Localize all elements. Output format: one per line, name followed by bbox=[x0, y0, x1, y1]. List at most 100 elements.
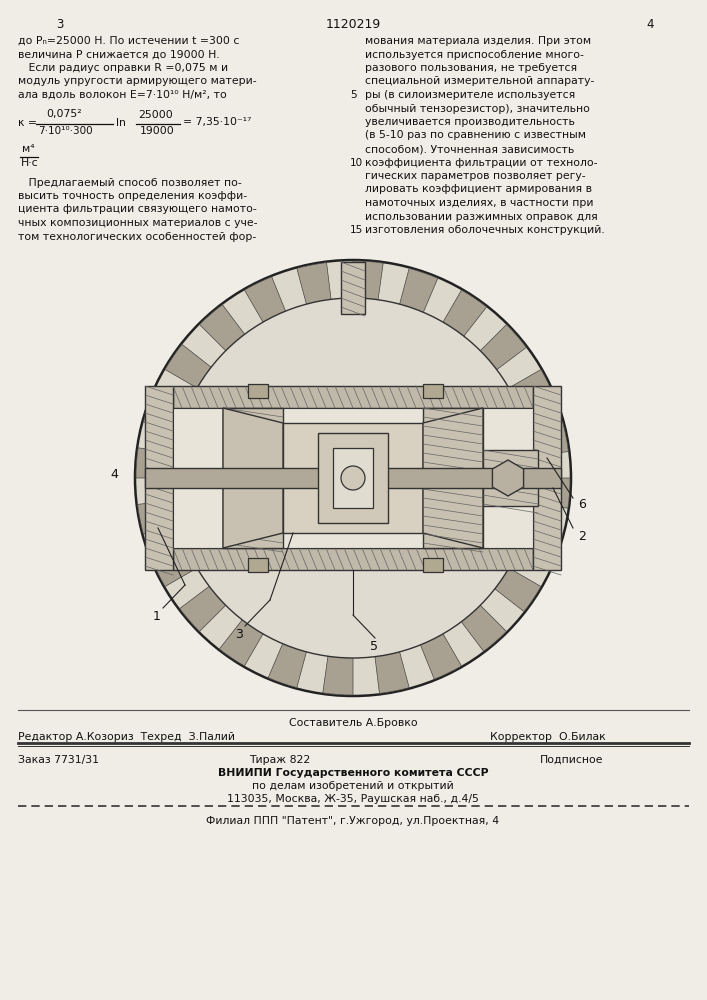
Text: высить точность определения коэффи-: высить точность определения коэффи- bbox=[18, 191, 247, 201]
Wedge shape bbox=[530, 478, 570, 508]
Polygon shape bbox=[423, 408, 483, 548]
Bar bbox=[333, 448, 373, 508]
Bar bbox=[173, 386, 533, 408]
Text: 2: 2 bbox=[578, 530, 586, 543]
Bar bbox=[248, 384, 268, 398]
Text: ln: ln bbox=[116, 117, 126, 127]
Text: том технологических особенностей фор-: том технологических особенностей фор- bbox=[18, 232, 256, 241]
Wedge shape bbox=[152, 545, 198, 586]
Bar bbox=[173, 548, 533, 570]
Wedge shape bbox=[494, 568, 541, 612]
Circle shape bbox=[341, 466, 365, 490]
Wedge shape bbox=[375, 651, 409, 693]
Wedge shape bbox=[518, 524, 563, 563]
Wedge shape bbox=[297, 263, 331, 305]
Text: по делам изобретений и открытий: по делам изобретений и открытий bbox=[252, 781, 454, 791]
Text: намоточных изделиях, в частности при: намоточных изделиях, в частности при bbox=[365, 198, 593, 208]
Wedge shape bbox=[353, 261, 383, 301]
Bar bbox=[483, 450, 538, 506]
Text: 3: 3 bbox=[57, 18, 64, 31]
Text: 4: 4 bbox=[110, 468, 118, 481]
Wedge shape bbox=[508, 369, 554, 411]
Text: 7·10¹⁰·300: 7·10¹⁰·300 bbox=[38, 125, 93, 135]
Text: 6: 6 bbox=[578, 498, 586, 511]
Polygon shape bbox=[223, 408, 283, 548]
Text: гических параметров позволяет регу-: гических параметров позволяет регу- bbox=[365, 171, 585, 181]
Wedge shape bbox=[323, 655, 353, 695]
Text: Предлагаемый способ позволяет по-: Предлагаемый способ позволяет по- bbox=[18, 178, 242, 188]
Wedge shape bbox=[526, 422, 568, 456]
Wedge shape bbox=[165, 344, 212, 388]
Wedge shape bbox=[268, 643, 307, 688]
Text: (в 5-10 раз по сравнению с известным: (в 5-10 раз по сравнению с известным bbox=[365, 130, 586, 140]
Bar bbox=[318, 433, 388, 523]
Text: мования материала изделия. При этом: мования материала изделия. При этом bbox=[365, 36, 591, 46]
Text: модуль упругости армирующего матери-: модуль упругости армирующего матери- bbox=[18, 77, 257, 87]
Text: коэффициента фильтрации от техноло-: коэффициента фильтрации от техноло- bbox=[365, 157, 597, 167]
Bar bbox=[341, 262, 365, 314]
Text: Если радиус оправки R =0,075 м и: Если радиус оправки R =0,075 м и bbox=[18, 63, 228, 73]
Text: до Pₙ=25000 Н. По истечении t =300 с: до Pₙ=25000 Н. По истечении t =300 с bbox=[18, 36, 240, 46]
Text: чных композиционных материалов с уче-: чных композиционных материалов с уче- bbox=[18, 218, 257, 228]
Wedge shape bbox=[245, 277, 286, 323]
Text: 1: 1 bbox=[153, 610, 161, 623]
Text: ры (в силоизмерителе используется: ры (в силоизмерителе используется bbox=[365, 90, 575, 100]
Bar bbox=[145, 386, 173, 570]
Text: увеличивается производительность: увеличивается производительность bbox=[365, 117, 575, 127]
Text: специальной измерительной аппарату-: специальной измерительной аппарату- bbox=[365, 77, 595, 87]
Bar bbox=[283, 423, 423, 533]
Wedge shape bbox=[138, 500, 180, 534]
Wedge shape bbox=[199, 305, 245, 351]
Text: Заказ 7731/31: Заказ 7731/31 bbox=[18, 755, 99, 765]
Wedge shape bbox=[399, 268, 438, 313]
Circle shape bbox=[135, 260, 571, 696]
Text: = 7,35·10⁻¹⁷: = 7,35·10⁻¹⁷ bbox=[183, 117, 252, 127]
Wedge shape bbox=[136, 448, 176, 478]
Wedge shape bbox=[420, 633, 462, 679]
Text: циента фильтрации связующего намото-: циента фильтрации связующего намото- bbox=[18, 205, 257, 215]
Text: Редактор А.Козориз  Техред  З.Палий: Редактор А.Козориз Техред З.Палий bbox=[18, 732, 235, 742]
Wedge shape bbox=[219, 619, 264, 666]
Bar bbox=[145, 468, 561, 488]
Text: 0,075²: 0,075² bbox=[46, 109, 81, 119]
Wedge shape bbox=[479, 325, 526, 370]
Text: 10: 10 bbox=[350, 157, 363, 167]
Text: κ =: κ = bbox=[18, 117, 37, 127]
Text: Составитель А.Бровко: Составитель А.Бровко bbox=[288, 718, 417, 728]
Bar bbox=[248, 558, 268, 572]
Wedge shape bbox=[144, 393, 188, 432]
Text: обычный тензорезистор), значительно: обычный тензорезистор), значительно bbox=[365, 104, 590, 113]
Text: Филиал ППП "Патент", г.Ужгород, ул.Проектная, 4: Филиал ППП "Патент", г.Ужгород, ул.Проек… bbox=[206, 816, 500, 826]
Text: 3: 3 bbox=[235, 628, 243, 641]
Bar bbox=[533, 386, 561, 570]
Text: 5: 5 bbox=[350, 90, 356, 100]
Wedge shape bbox=[180, 586, 226, 631]
Circle shape bbox=[173, 298, 533, 658]
Text: использовании разжимных оправок для: использовании разжимных оправок для bbox=[365, 212, 597, 222]
Text: м⁴: м⁴ bbox=[22, 143, 35, 153]
Polygon shape bbox=[492, 460, 524, 496]
Bar bbox=[223, 408, 283, 548]
Text: ала вдоль волокон E=7·10¹⁰ Н/м², то: ала вдоль волокон E=7·10¹⁰ Н/м², то bbox=[18, 90, 227, 100]
Bar bbox=[423, 384, 443, 398]
Text: ВНИИПИ Государственного комитета СССР: ВНИИПИ Государственного комитета СССР bbox=[218, 768, 489, 778]
Bar bbox=[173, 408, 533, 548]
Text: Н·с: Н·с bbox=[21, 158, 39, 168]
Text: величина P снижается до 19000 Н.: величина P снижается до 19000 Н. bbox=[18, 49, 220, 60]
Text: Тираж 822: Тираж 822 bbox=[250, 755, 310, 765]
Text: 1120219: 1120219 bbox=[325, 18, 380, 31]
Text: 4: 4 bbox=[646, 18, 654, 31]
Text: Подписное: Подписное bbox=[540, 755, 604, 765]
Text: 19000: 19000 bbox=[140, 125, 175, 135]
Text: 113035, Москва, Ж-35, Раушская наб., д.4/5: 113035, Москва, Ж-35, Раушская наб., д.4… bbox=[227, 794, 479, 804]
Text: изготовления оболочечных конструкций.: изготовления оболочечных конструкций. bbox=[365, 225, 604, 235]
Text: 5: 5 bbox=[370, 640, 378, 653]
Wedge shape bbox=[461, 605, 506, 651]
Wedge shape bbox=[443, 290, 486, 337]
Text: способом). Уточненная зависимость: способом). Уточненная зависимость bbox=[365, 144, 574, 154]
Text: используется приспособление много-: используется приспособление много- bbox=[365, 49, 584, 60]
Text: 15: 15 bbox=[350, 225, 363, 235]
Text: лировать коэффициент армирования в: лировать коэффициент армирования в bbox=[365, 184, 592, 194]
Text: разового пользования, не требуется: разового пользования, не требуется bbox=[365, 63, 577, 73]
Bar bbox=[423, 408, 483, 548]
